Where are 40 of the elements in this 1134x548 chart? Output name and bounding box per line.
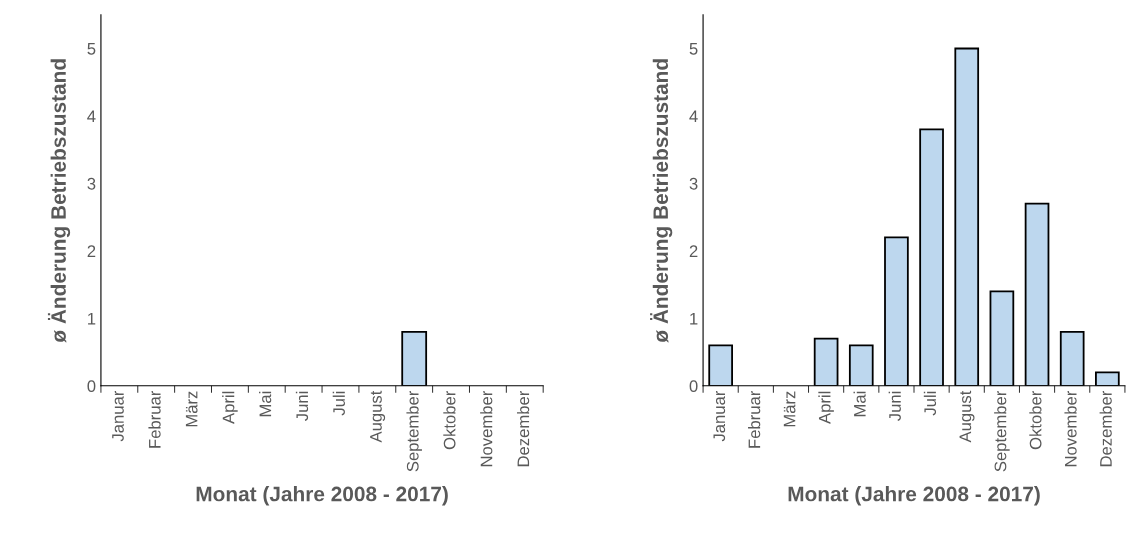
x-axis-title: Monat (Jahre 2008 - 2017) xyxy=(788,486,1040,506)
y-tick-label: 1 xyxy=(88,312,96,325)
x-tick-label: Oktober xyxy=(443,390,456,450)
y-tick-label: 4 xyxy=(689,110,698,123)
y-axis-title: ø Änderung Betriebszustand xyxy=(650,59,673,343)
x-axis-title: Monat (Jahre 2008 - 2017) xyxy=(196,486,448,506)
y-tick-label: 1 xyxy=(690,312,698,325)
y-tick-label: 2 xyxy=(87,245,96,257)
x-tick-label: Mai xyxy=(853,391,866,417)
y-tick-label: 5 xyxy=(87,43,96,55)
x-tick-label: November xyxy=(1064,390,1077,467)
x-tick-label: Juli xyxy=(923,391,937,416)
x-tick-label: September xyxy=(994,390,1010,472)
x-tick-label: Juli xyxy=(332,391,345,416)
x-tick-label: April xyxy=(818,391,834,424)
y-tick-label: 3 xyxy=(87,177,96,190)
y-tick-label: 4 xyxy=(87,110,96,123)
x-tick-label: August xyxy=(959,390,975,443)
x-tick-label: Januar xyxy=(713,390,726,442)
x-tick-label: Mai xyxy=(259,391,272,417)
y-tick-label: 2 xyxy=(689,245,698,257)
x-tick-label: Oktober xyxy=(1029,390,1042,450)
x-tick-label: August xyxy=(370,390,386,443)
x-tick-label: März xyxy=(185,391,198,427)
y-tick-label: 5 xyxy=(689,43,698,55)
y-tick-label: 0 xyxy=(87,380,96,392)
x-tick-label: Februar xyxy=(148,390,161,448)
y-tick-label: 0 xyxy=(689,380,698,392)
x-tick-label: April xyxy=(222,391,238,424)
x-tick-label: Juni xyxy=(295,391,309,421)
x-tick-label: Dezember xyxy=(1099,390,1112,467)
y-axis-title: ø Änderung Betriebszustand xyxy=(47,59,71,343)
x-tick-label: Januar xyxy=(112,390,124,442)
x-tick-label: Juni xyxy=(888,391,901,421)
x-tick-label: Dezember xyxy=(516,390,530,467)
y-tick-label: 3 xyxy=(689,177,698,190)
x-tick-label: September xyxy=(406,390,422,472)
x-tick-label: Februar xyxy=(748,390,761,448)
x-tick-label: März xyxy=(783,391,796,427)
x-tick-label: November xyxy=(480,390,493,467)
